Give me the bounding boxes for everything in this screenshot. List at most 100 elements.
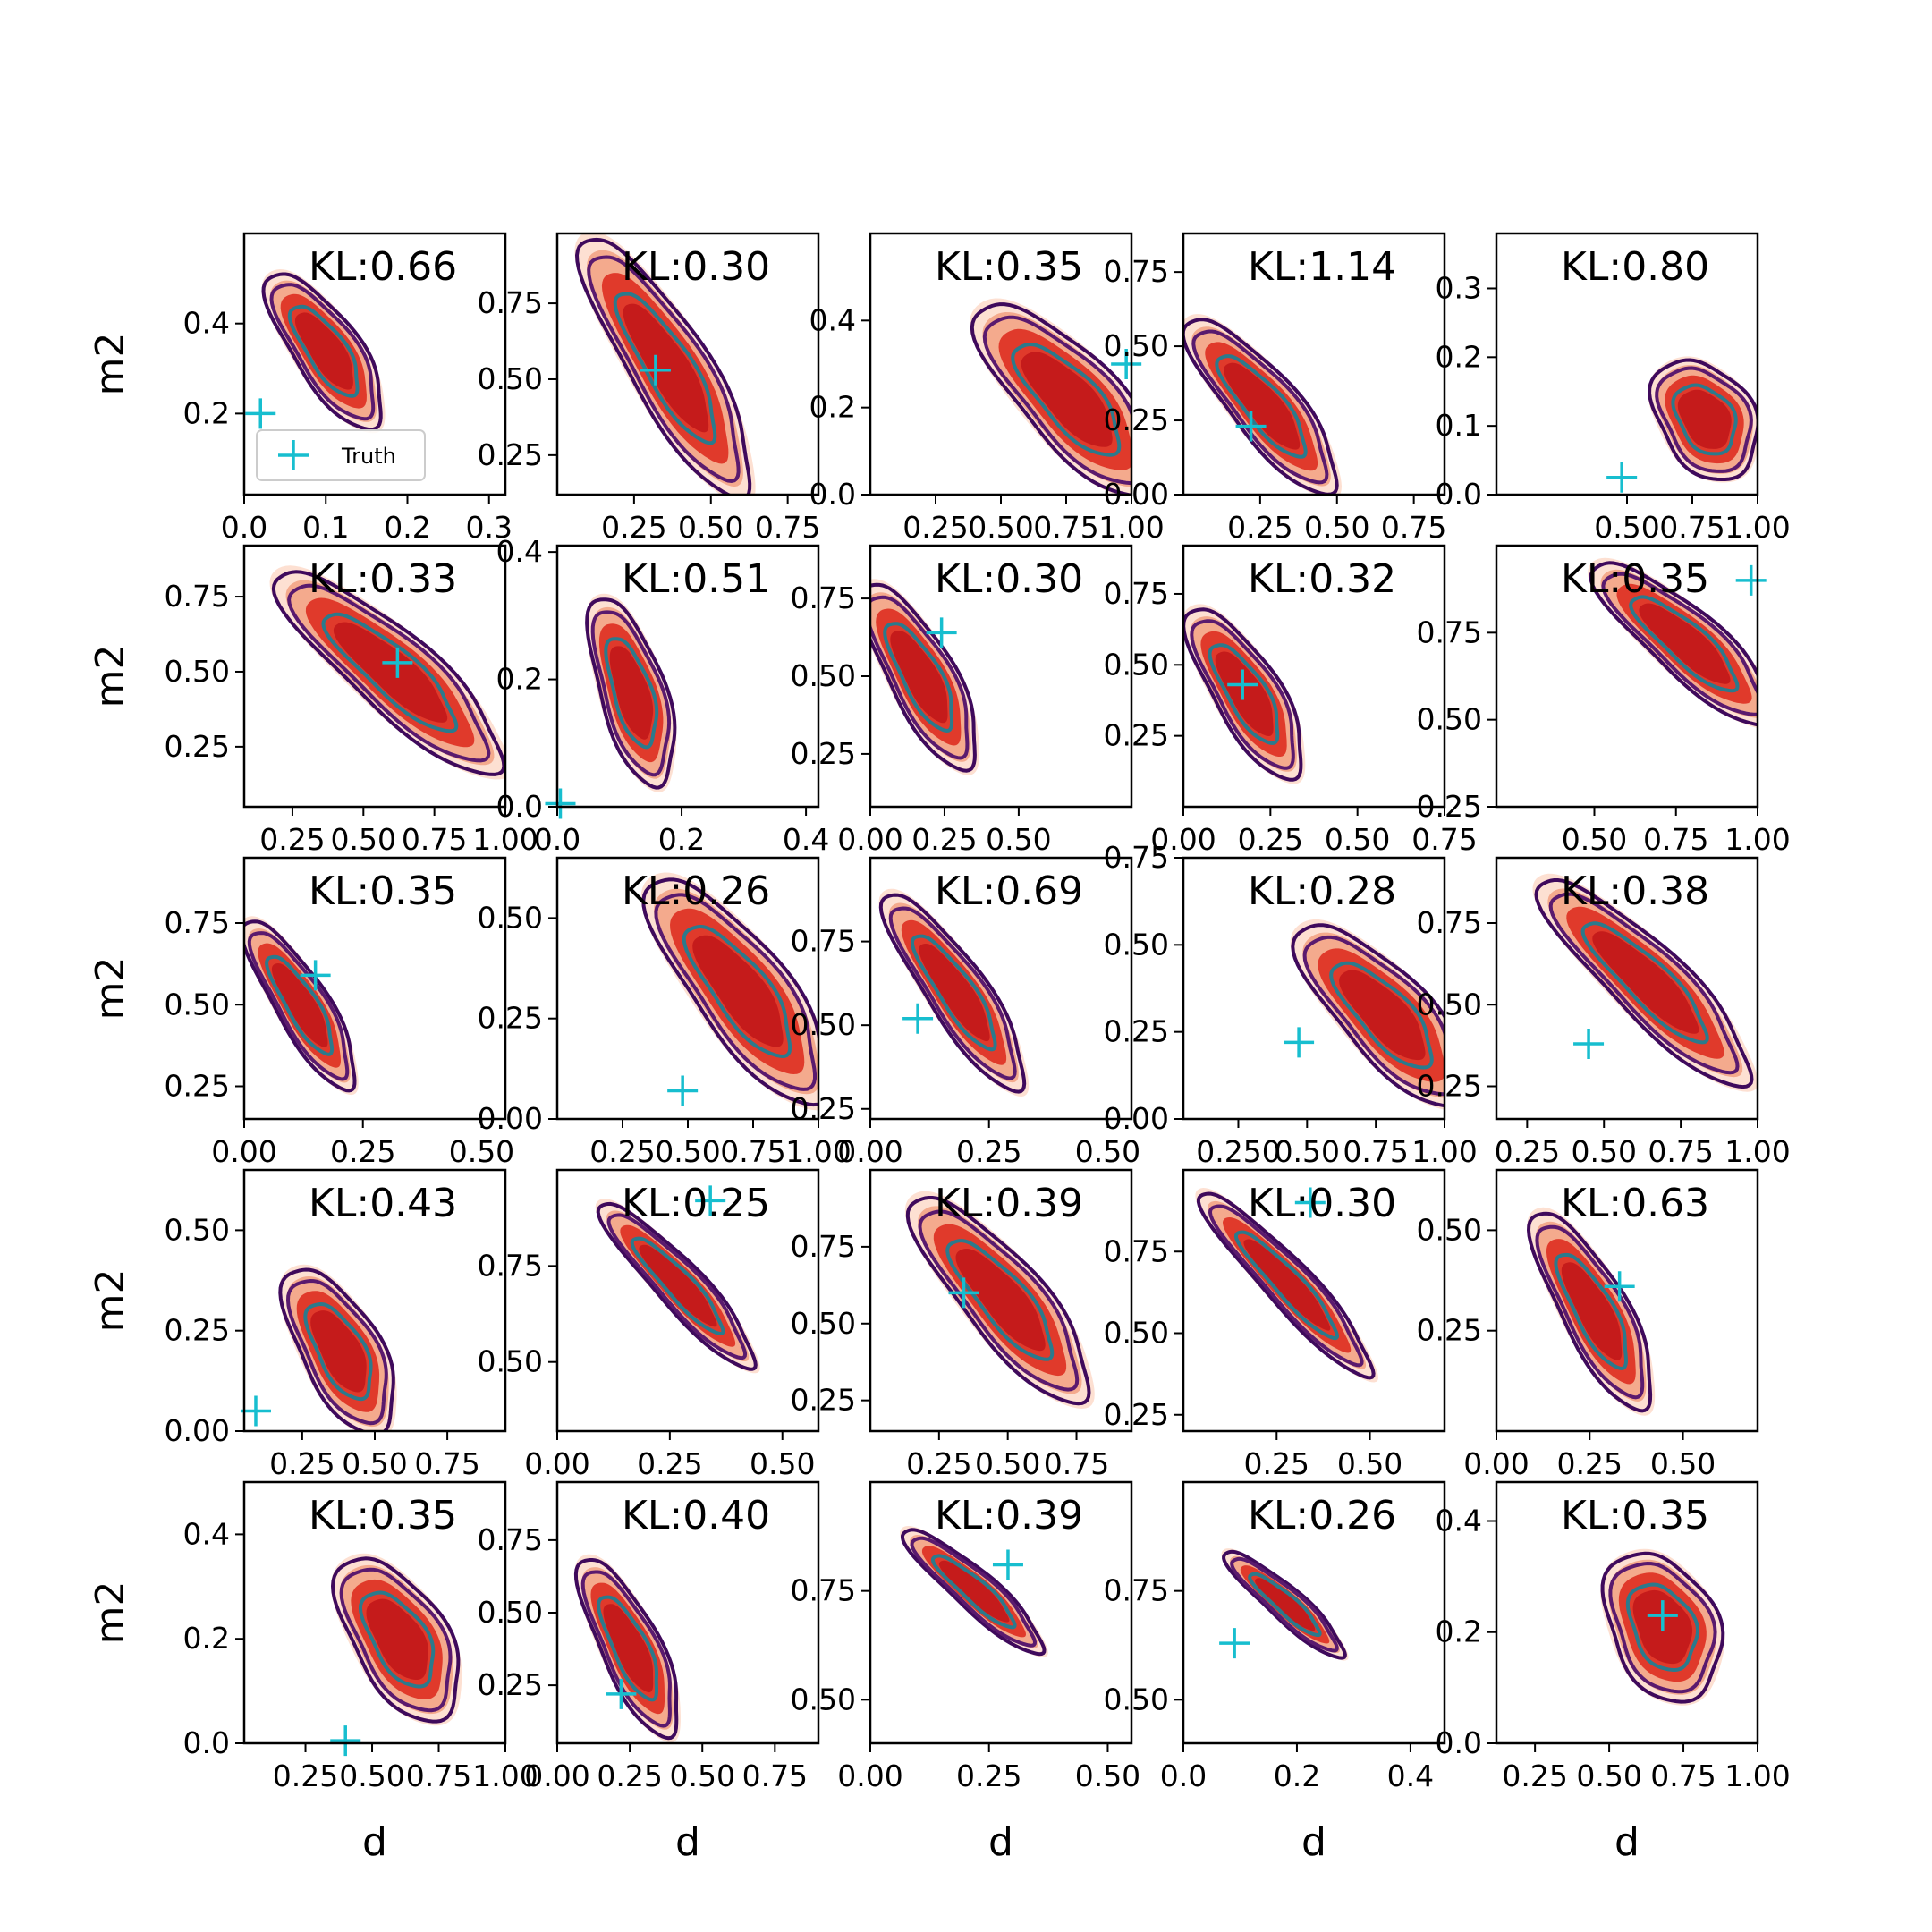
x-tick-label: 0.25 (273, 1758, 338, 1793)
truth-marker (948, 1277, 979, 1309)
x-tick-label: 0.2 (1274, 1758, 1320, 1793)
contour-mid (654, 893, 817, 1091)
contour-inner (1208, 643, 1280, 745)
y-tick-label: 0.50 (165, 654, 230, 689)
x-tick-label: 0.00 (211, 1134, 276, 1169)
axes-frame (242, 856, 507, 1121)
contour-inner (682, 925, 792, 1059)
density-region (269, 565, 505, 780)
y-tick-label: 0.75 (1104, 254, 1169, 289)
y-tick-label: 0.75 (1417, 905, 1482, 940)
y-axis-label: m2 (88, 1581, 133, 1645)
x-tick-label: 0.50 (1325, 822, 1390, 857)
x-tick-label: 0.0 (1160, 1758, 1207, 1793)
density-region (261, 269, 386, 434)
legend (256, 429, 426, 481)
kl-annotation: KL:0.39 (935, 1181, 1083, 1226)
kl-annotation: KL:0.63 (1561, 1181, 1709, 1226)
y-tick-label: 0.75 (165, 579, 230, 614)
density-fill-core (1255, 1578, 1316, 1631)
x-tick-label: 0.250 (1196, 1134, 1280, 1169)
contour-inner (1629, 595, 1740, 693)
truth-marker (1647, 1600, 1678, 1631)
x-tick-label: 0.75 (1381, 510, 1446, 545)
x-tick-label: 1.00 (472, 822, 538, 857)
x-axis-label: d (988, 1819, 1013, 1865)
x-tick-label: 0.25 (330, 1134, 395, 1169)
density-region (595, 1199, 760, 1374)
contour-inner (613, 292, 717, 445)
x-tick-label: 0.50 (339, 1758, 404, 1793)
truth-marker (1294, 1187, 1326, 1218)
density-region (1526, 1207, 1656, 1416)
contour-inner (1011, 343, 1122, 457)
density-fill-core (1677, 389, 1732, 449)
density-fill-core (938, 1560, 1010, 1623)
density-fill-core (271, 963, 328, 1047)
subplot-21: 0.25 0.50 0.75 1.00 0.0 0.2 0.4 KL:0.35 m2 d (88, 1480, 538, 1865)
y-tick-label: 0.50 (478, 1344, 543, 1379)
subplot-5: 0.50 0.75 1.00 0.0 0.1 0.2 0.3 KL:0.80 (1436, 232, 1791, 545)
y-tick-label: 0.2 (1436, 339, 1482, 374)
contour-outer (1196, 1191, 1376, 1380)
x-axis-label: d (1301, 1819, 1326, 1865)
x-tick-label: 0.00 (837, 822, 902, 857)
subplot-9: 0.00 0.25 0.50 0.75 0.25 0.50 0.75 KL:0.32 (1104, 544, 1478, 857)
density-region (878, 888, 1030, 1097)
x-tick-label: 0.50 (655, 1134, 720, 1169)
x-tick-label: 0.4 (1387, 1758, 1434, 1793)
x-tick-label: 0.00 (1150, 822, 1216, 857)
contour-mid (269, 283, 376, 421)
x-tick-label: 0.75 (1044, 1446, 1109, 1481)
y-tick-label: 0.50 (791, 1682, 856, 1716)
contour-inner (883, 622, 954, 733)
x-tick-label: 0.50 (986, 822, 1051, 857)
x-tick-label: 0.75 (406, 1758, 471, 1793)
truth-marker (606, 1678, 637, 1709)
y-tick-label: 0.25 (165, 729, 230, 764)
contour-inner (630, 1236, 725, 1335)
contour-inner (358, 1590, 436, 1689)
density-fill-core (1021, 352, 1113, 447)
kl-annotation: KL:1.14 (1248, 244, 1396, 290)
x-tick-label: 0.50 (342, 1446, 407, 1481)
subplot-2: 0.25 0.50 0.75 0.25 0.50 0.75 KL:0.30 (478, 232, 820, 545)
contour-mid (587, 255, 741, 484)
axes-frame (555, 1168, 820, 1433)
x-tick-label: 0.50 (1576, 1758, 1641, 1793)
y-tick-label: 0.50 (791, 1306, 856, 1341)
x-tick-label: 0.50 (1562, 822, 1627, 857)
contour-inner (1671, 383, 1738, 456)
subplot-4: 0.25 0.50 0.75 0.00 0.25 0.50 0.75 KL:1.14 (1104, 232, 1446, 545)
subplot-7: 0.0 0.2 0.4 0.0 0.2 0.4 KL:0.51 (496, 534, 830, 857)
y-tick-label: 0.75 (791, 924, 856, 959)
kl-annotation: KL:0.69 (935, 869, 1083, 914)
y-tick-label: 0.75 (791, 1573, 856, 1608)
density-region (1183, 314, 1342, 495)
subplot-3: 0.25 0.50 0.75 1.00 0.0 0.2 0.4 KL:0.35 (809, 232, 1165, 545)
y-tick-label: 0.2 (496, 662, 543, 697)
axes-frame (1495, 544, 1759, 809)
axes-frame (1182, 856, 1446, 1121)
legend-label: Truth (341, 444, 396, 469)
kl-annotation: KL:0.32 (1248, 556, 1396, 602)
density-region (1290, 919, 1445, 1110)
x-tick-label: 0.0 (221, 510, 267, 545)
contour-outer (870, 582, 977, 773)
x-tick-label: 0.4 (783, 822, 829, 857)
kl-annotation: KL:0.39 (935, 1493, 1083, 1538)
contour-inner (931, 1554, 1017, 1630)
contour-mid (870, 595, 970, 760)
x-tick-label: 0.25 (637, 1446, 702, 1481)
y-tick-label: 0.4 (183, 306, 230, 341)
y-tick-label: 0.25 (165, 1069, 230, 1104)
y-tick-label: 0.25 (1104, 1397, 1169, 1432)
y-tick-label: 0.00 (1104, 1101, 1169, 1136)
y-tick-label: 0.75 (791, 580, 856, 615)
x-tick-label: 0.50 (1650, 1446, 1716, 1481)
density-region (1648, 356, 1758, 483)
y-tick-label: 0.50 (791, 1007, 856, 1042)
x-tick-label: 0.75 (755, 510, 820, 545)
